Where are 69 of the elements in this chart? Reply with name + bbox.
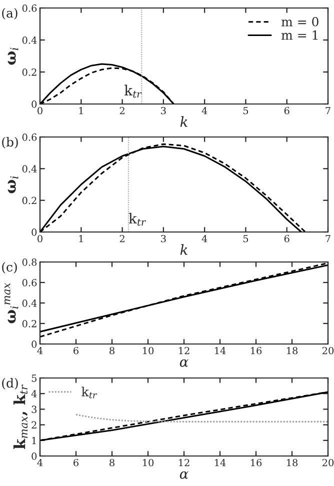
x-tick-label: 10 — [143, 346, 154, 354]
y-tick-label: 0.2 — [22, 68, 36, 76]
x-tick-label: 6 — [74, 458, 78, 466]
x-axis-title: k — [180, 244, 188, 255]
x-tick-label: 16 — [251, 346, 262, 354]
x-tick-label: 16 — [251, 458, 262, 466]
x-tick-label: 14 — [215, 458, 226, 466]
y-tick-label: 3 — [32, 406, 36, 414]
x-tick-label: 14 — [215, 346, 226, 354]
y-tick-label: 0.8 — [22, 258, 37, 266]
line-series — [75, 414, 328, 422]
x-tick-label: 4 — [202, 106, 208, 114]
y-axis-title: ω$_{i}$$^{max}$ — [4, 282, 18, 324]
x-tick-label: 5 — [243, 235, 248, 242]
y-tick-label: 5 — [32, 374, 36, 382]
x-tick-label: 8 — [110, 346, 114, 354]
x-tick-label: 6 — [284, 234, 290, 242]
x-tick-label: 4 — [202, 234, 208, 242]
x-axis-title: α — [180, 359, 188, 367]
x-tick-label: 20 — [322, 458, 334, 466]
y-tick-label: 0 — [32, 100, 37, 108]
x-tick-label: 2 — [120, 234, 124, 242]
y-tick-label: 0 — [32, 452, 37, 460]
y-tick-label: 0.6 — [22, 278, 37, 286]
x-tick-label: 4 — [37, 458, 43, 466]
legend-label: m = 0 — [281, 16, 318, 26]
y-tick-label: 0.4 — [22, 299, 37, 307]
chart-title: (a) — [2, 8, 18, 20]
chart-title: (c) — [2, 262, 17, 274]
y-axis-title: ω$_{i}$ — [8, 48, 18, 65]
y-tick-label: 2 — [32, 421, 36, 428]
x-tick-label: 7 — [326, 235, 330, 242]
x-tick-label: 20 — [322, 346, 334, 354]
x-tick-label: 6 — [74, 346, 78, 354]
y-tick-label: 0.4 — [22, 165, 37, 172]
x-tick-label: 4 — [37, 346, 43, 354]
x-tick-label: 1 — [79, 234, 83, 242]
y-tick-label: 0.2 — [22, 320, 36, 328]
y-tick-label: 0.6 — [22, 4, 37, 12]
y-tick-label: 0.6 — [22, 133, 37, 141]
x-tick-label: 10 — [143, 458, 154, 466]
x-tick-label: 7 — [326, 107, 330, 114]
ref-line-label: k$_{tr}$ — [124, 84, 142, 98]
y-tick-label: 0 — [32, 228, 37, 236]
y-tick-label: 0.2 — [22, 196, 36, 204]
y-tick-label: 4 — [31, 390, 37, 398]
x-tick-label: 18 — [287, 346, 298, 354]
x-axis-title: k — [180, 116, 188, 127]
x-tick-label: 3 — [161, 106, 166, 114]
x-tick-label: 1 — [79, 106, 83, 114]
y-tick-label: 1 — [32, 436, 36, 444]
x-tick-label: 3 — [161, 234, 166, 242]
x-tick-label: 2 — [120, 106, 124, 114]
ref-line-label: k$_{tr}$ — [128, 212, 146, 226]
chart-title: (b) — [2, 137, 18, 148]
legend-label: m = 1 — [281, 30, 318, 40]
x-tick-label: 6 — [284, 106, 290, 114]
x-tick-label: 12 — [179, 346, 190, 354]
x-tick-label: 18 — [287, 458, 298, 466]
x-tick-label: 5 — [243, 107, 248, 114]
legend-label: k$_{tr}$ — [82, 386, 98, 398]
y-tick-label: 0.4 — [22, 36, 37, 44]
x-tick-label: 0 — [38, 234, 42, 242]
x-tick-label: 12 — [179, 458, 190, 466]
x-tick-label: 8 — [110, 458, 114, 466]
x-axis-title: α — [180, 471, 188, 479]
x-tick-label: 0 — [38, 106, 42, 114]
y-tick-label: 0 — [32, 340, 37, 348]
y-axis-title: ω$_{i}$ — [8, 176, 18, 194]
